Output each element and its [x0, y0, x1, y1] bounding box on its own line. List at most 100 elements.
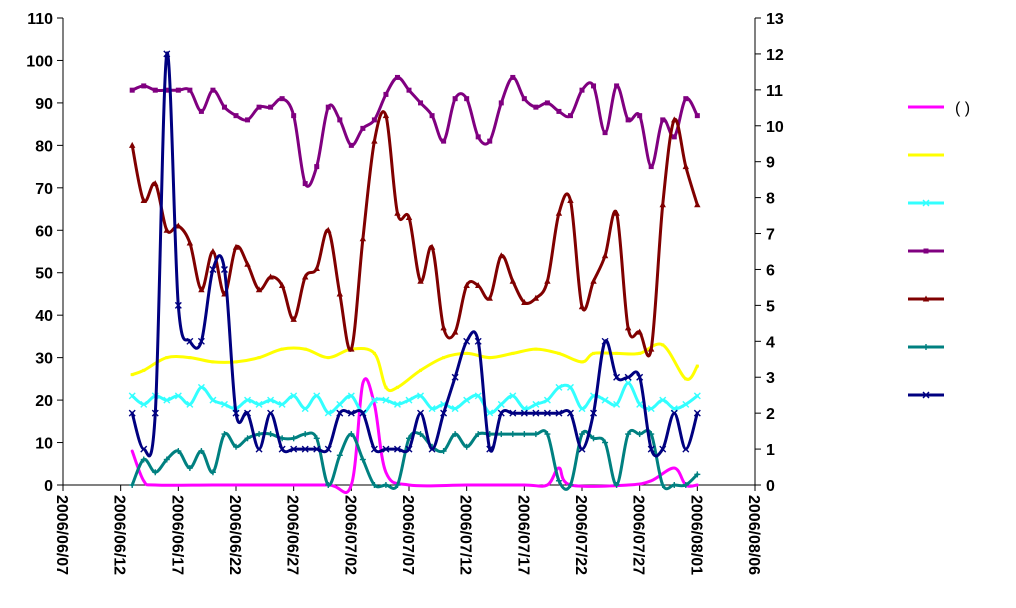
data-point	[636, 373, 644, 381]
data-point	[521, 298, 528, 305]
x-tick-label: 2006/06/27	[284, 495, 301, 575]
data-point	[590, 409, 598, 417]
data-point	[602, 130, 608, 136]
x-tick-label: 2006/08/06	[745, 495, 762, 575]
data-point	[671, 116, 678, 123]
data-point	[624, 379, 632, 387]
data-point	[659, 482, 666, 488]
data-point	[509, 409, 517, 417]
data-point	[140, 445, 148, 453]
right-y-tick-label: 7	[766, 227, 775, 244]
data-point	[209, 396, 217, 404]
data-point	[613, 400, 621, 408]
data-point	[487, 138, 493, 144]
data-point	[198, 448, 205, 455]
legend-label: ( )	[955, 100, 970, 117]
data-point	[566, 409, 574, 417]
data-point	[440, 448, 447, 455]
data-point	[174, 301, 182, 309]
data-point	[337, 117, 343, 123]
data-point	[220, 400, 228, 408]
data-point	[128, 409, 136, 417]
data-point	[302, 181, 308, 187]
data-point	[165, 356, 169, 360]
data-point	[442, 356, 446, 360]
data-point	[280, 347, 284, 351]
data-point	[290, 445, 298, 453]
data-point	[682, 163, 689, 170]
data-point	[613, 482, 620, 488]
right-y-tick-label: 10	[766, 119, 784, 136]
data-point	[325, 226, 332, 233]
right-y-tick-label: 8	[766, 191, 775, 208]
data-point	[418, 100, 424, 106]
data-point	[463, 337, 471, 345]
data-point	[278, 400, 286, 408]
data-point	[394, 209, 401, 216]
data-point	[140, 456, 147, 463]
data-point	[278, 281, 286, 288]
data-point	[370, 396, 378, 404]
legend-item-5	[908, 295, 944, 302]
data-point	[625, 117, 631, 123]
data-point	[659, 396, 667, 404]
data-point	[372, 351, 376, 355]
x-tick-label: 2006/06/12	[111, 495, 128, 575]
data-point	[660, 117, 666, 123]
data-point	[440, 324, 447, 331]
data-point	[694, 201, 701, 208]
series-1	[130, 377, 699, 494]
data-point	[636, 328, 643, 335]
data-point	[302, 273, 309, 280]
data-point	[359, 456, 366, 463]
data-point	[313, 392, 321, 400]
legend-item-3	[908, 199, 944, 207]
data-point	[175, 222, 182, 229]
data-point	[152, 87, 158, 93]
data-point	[567, 113, 573, 119]
data-point	[509, 392, 517, 400]
data-point	[419, 368, 423, 372]
data-point	[255, 445, 263, 453]
data-point	[590, 277, 597, 284]
data-point	[636, 400, 644, 408]
data-point	[290, 315, 297, 322]
data-point	[255, 286, 263, 293]
data-point	[580, 360, 584, 364]
data-point	[384, 385, 388, 389]
data-point	[555, 409, 563, 417]
data-point	[291, 113, 297, 119]
data-point	[475, 134, 481, 140]
data-point	[186, 239, 194, 246]
data-point	[441, 138, 447, 144]
data-point	[314, 164, 320, 170]
data-point	[498, 252, 505, 259]
data-point	[290, 392, 298, 400]
data-point	[474, 392, 482, 400]
data-point	[267, 273, 274, 280]
right-y-tick-label: 1	[766, 442, 775, 459]
left-y-tick-label: 70	[35, 181, 53, 198]
data-point	[498, 431, 505, 438]
data-point	[451, 373, 459, 381]
data-point	[382, 445, 390, 453]
data-point	[325, 482, 332, 488]
data-point	[659, 201, 666, 208]
left-y-tick-label: 50	[35, 266, 53, 283]
data-point	[394, 74, 400, 80]
x-tick-label: 2006/06/22	[226, 495, 243, 575]
data-point	[428, 243, 436, 250]
data-point	[592, 351, 596, 355]
data-point	[417, 277, 424, 284]
data-point	[128, 392, 136, 400]
data-point	[313, 264, 320, 271]
left-y-tick-label: 80	[35, 138, 53, 155]
data-point	[497, 409, 505, 417]
data-point	[232, 243, 240, 250]
left-y-tick-label: 40	[35, 308, 53, 325]
data-point	[544, 277, 551, 284]
data-point	[693, 392, 701, 400]
data-point	[556, 108, 562, 114]
x-tick-label: 2006/08/01	[687, 495, 704, 575]
data-point	[256, 104, 262, 110]
